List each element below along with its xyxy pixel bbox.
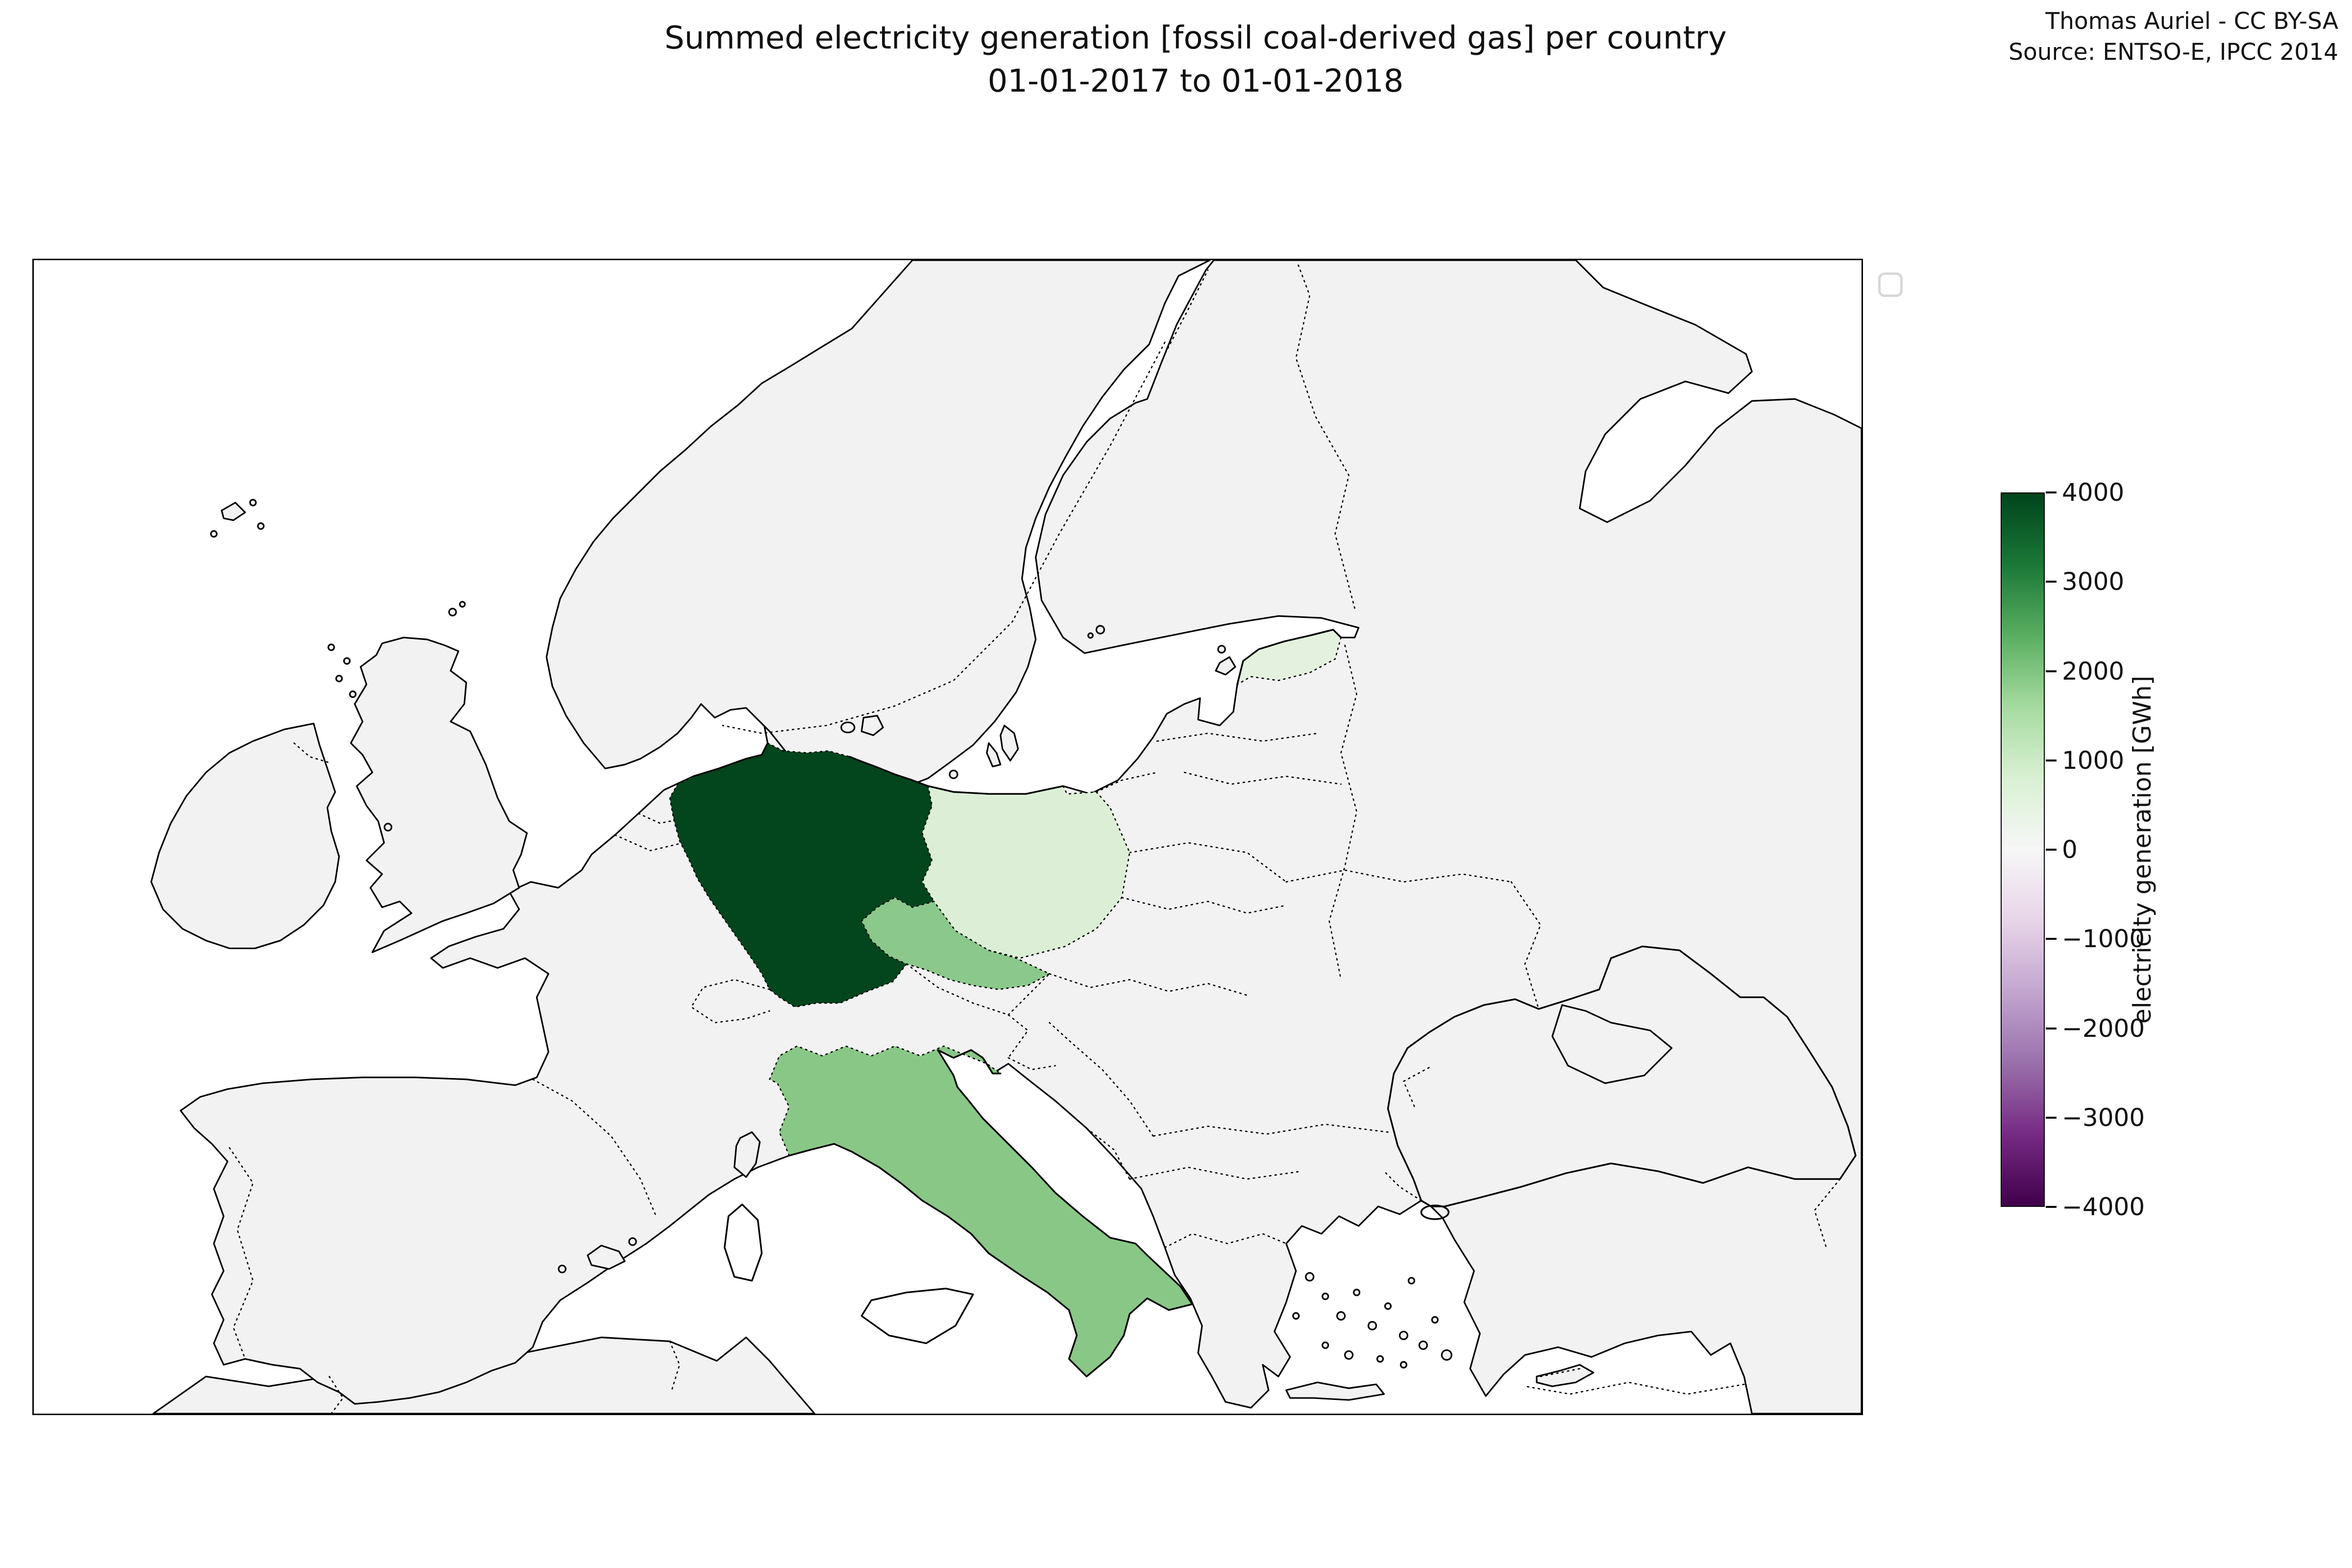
colorbar-gradient bbox=[2001, 492, 2045, 1207]
country-poland bbox=[922, 786, 1130, 958]
land-ireland bbox=[150, 722, 340, 950]
land-north-africa bbox=[152, 1336, 816, 1414]
colorbar-axis-label: electricity generation [GWh] bbox=[2128, 675, 2156, 1024]
colorbar-tick-mark bbox=[2046, 581, 2057, 583]
colorbar-tick-mark bbox=[2046, 1116, 2057, 1119]
country-germany bbox=[669, 743, 934, 1007]
colorbar-tick-label: 0 bbox=[2062, 835, 2078, 864]
colorbar-tick-label: −1000 bbox=[2062, 925, 2145, 954]
colorbar-tick-mark bbox=[2046, 670, 2057, 672]
colorbar-tick-label: 1000 bbox=[2062, 746, 2125, 775]
colorbar-tick-label: 3000 bbox=[2062, 567, 2125, 596]
colorbar-tick-label: −4000 bbox=[2062, 1193, 2145, 1221]
land-crimea bbox=[1551, 1004, 1673, 1084]
page-title: Summed electricity generation [fossil co… bbox=[461, 17, 1931, 103]
colorbar-tick-label: 4000 bbox=[2062, 478, 2125, 507]
black-sea bbox=[1387, 945, 1857, 1207]
country-czechia bbox=[861, 897, 1050, 990]
land-great-britain bbox=[350, 637, 528, 953]
colorbar-tick-mark bbox=[2046, 491, 2057, 493]
map-control-button[interactable] bbox=[1878, 272, 1903, 297]
title-line-1: Summed electricity generation [fossil co… bbox=[664, 20, 1727, 56]
colored-country-coastlines bbox=[692, 629, 1342, 1377]
country-italy bbox=[769, 1046, 1193, 1377]
colored-country-borders bbox=[669, 637, 1342, 1156]
small-islands bbox=[210, 499, 1594, 1401]
colorbar-tick-label: 2000 bbox=[2062, 657, 2125, 686]
europe-choropleth-svg bbox=[34, 260, 1862, 1414]
sea-of-marmara bbox=[1420, 1204, 1450, 1220]
colorbar-tick-mark bbox=[2046, 938, 2057, 940]
colorbar-tick-mark bbox=[2046, 1027, 2057, 1029]
attribution-source: Source: ENTSO-E, IPCC 2014 bbox=[2009, 39, 2338, 66]
europe-map-frame bbox=[32, 259, 1863, 1415]
colorbar-tick-mark bbox=[2046, 1206, 2057, 1208]
land-scandinavia bbox=[545, 260, 1211, 797]
attribution-author: Thomas Auriel - CC BY-SA bbox=[2045, 8, 2338, 35]
country-italy-sardinia bbox=[724, 1203, 763, 1282]
colorbar-tick-label: −2000 bbox=[2062, 1014, 2145, 1043]
colorbar-tick-label: −3000 bbox=[2062, 1103, 2145, 1132]
attribution: Thomas Auriel - CC BY-SA Source: ENTSO-E… bbox=[2009, 6, 2338, 68]
country-borders-dotted bbox=[229, 263, 1841, 1414]
country-italy-sicily bbox=[860, 1287, 974, 1345]
colorbar-tick-mark bbox=[2046, 759, 2057, 761]
title-line-2: 01-01-2017 to 01-01-2018 bbox=[987, 63, 1404, 99]
country-estonia bbox=[1237, 630, 1341, 685]
colorbar-tick-mark bbox=[2046, 849, 2057, 851]
